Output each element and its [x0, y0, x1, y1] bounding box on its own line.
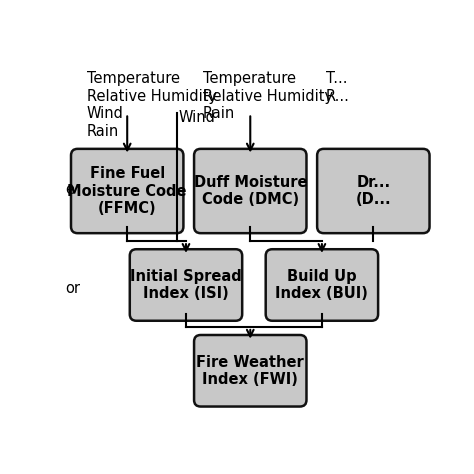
Text: Dr...
(D...: Dr... (D... [356, 175, 391, 207]
FancyBboxPatch shape [130, 249, 242, 321]
Text: e: e [65, 182, 74, 197]
FancyBboxPatch shape [317, 149, 429, 233]
FancyBboxPatch shape [194, 335, 307, 407]
Text: Wind: Wind [179, 110, 216, 125]
Text: or: or [65, 281, 80, 296]
Text: Duff Moisture
Code (DMC): Duff Moisture Code (DMC) [193, 175, 307, 207]
Text: Build Up
Index (BUI): Build Up Index (BUI) [275, 269, 368, 301]
Text: Initial Spread
Index (ISI): Initial Spread Index (ISI) [130, 269, 242, 301]
Text: Temperature
Relative Humidity
Rain: Temperature Relative Humidity Rain [202, 72, 333, 121]
FancyBboxPatch shape [194, 149, 307, 233]
Text: Temperature
Relative Humidity
Wind
Rain: Temperature Relative Humidity Wind Rain [87, 72, 217, 139]
FancyBboxPatch shape [266, 249, 378, 321]
Text: Fire Weather
Index (FWI): Fire Weather Index (FWI) [196, 355, 304, 387]
Text: Fine Fuel
Moisture Code
(FFMC): Fine Fuel Moisture Code (FFMC) [67, 166, 187, 216]
FancyBboxPatch shape [71, 149, 183, 233]
Text: T...
R...: T... R... [326, 72, 349, 104]
